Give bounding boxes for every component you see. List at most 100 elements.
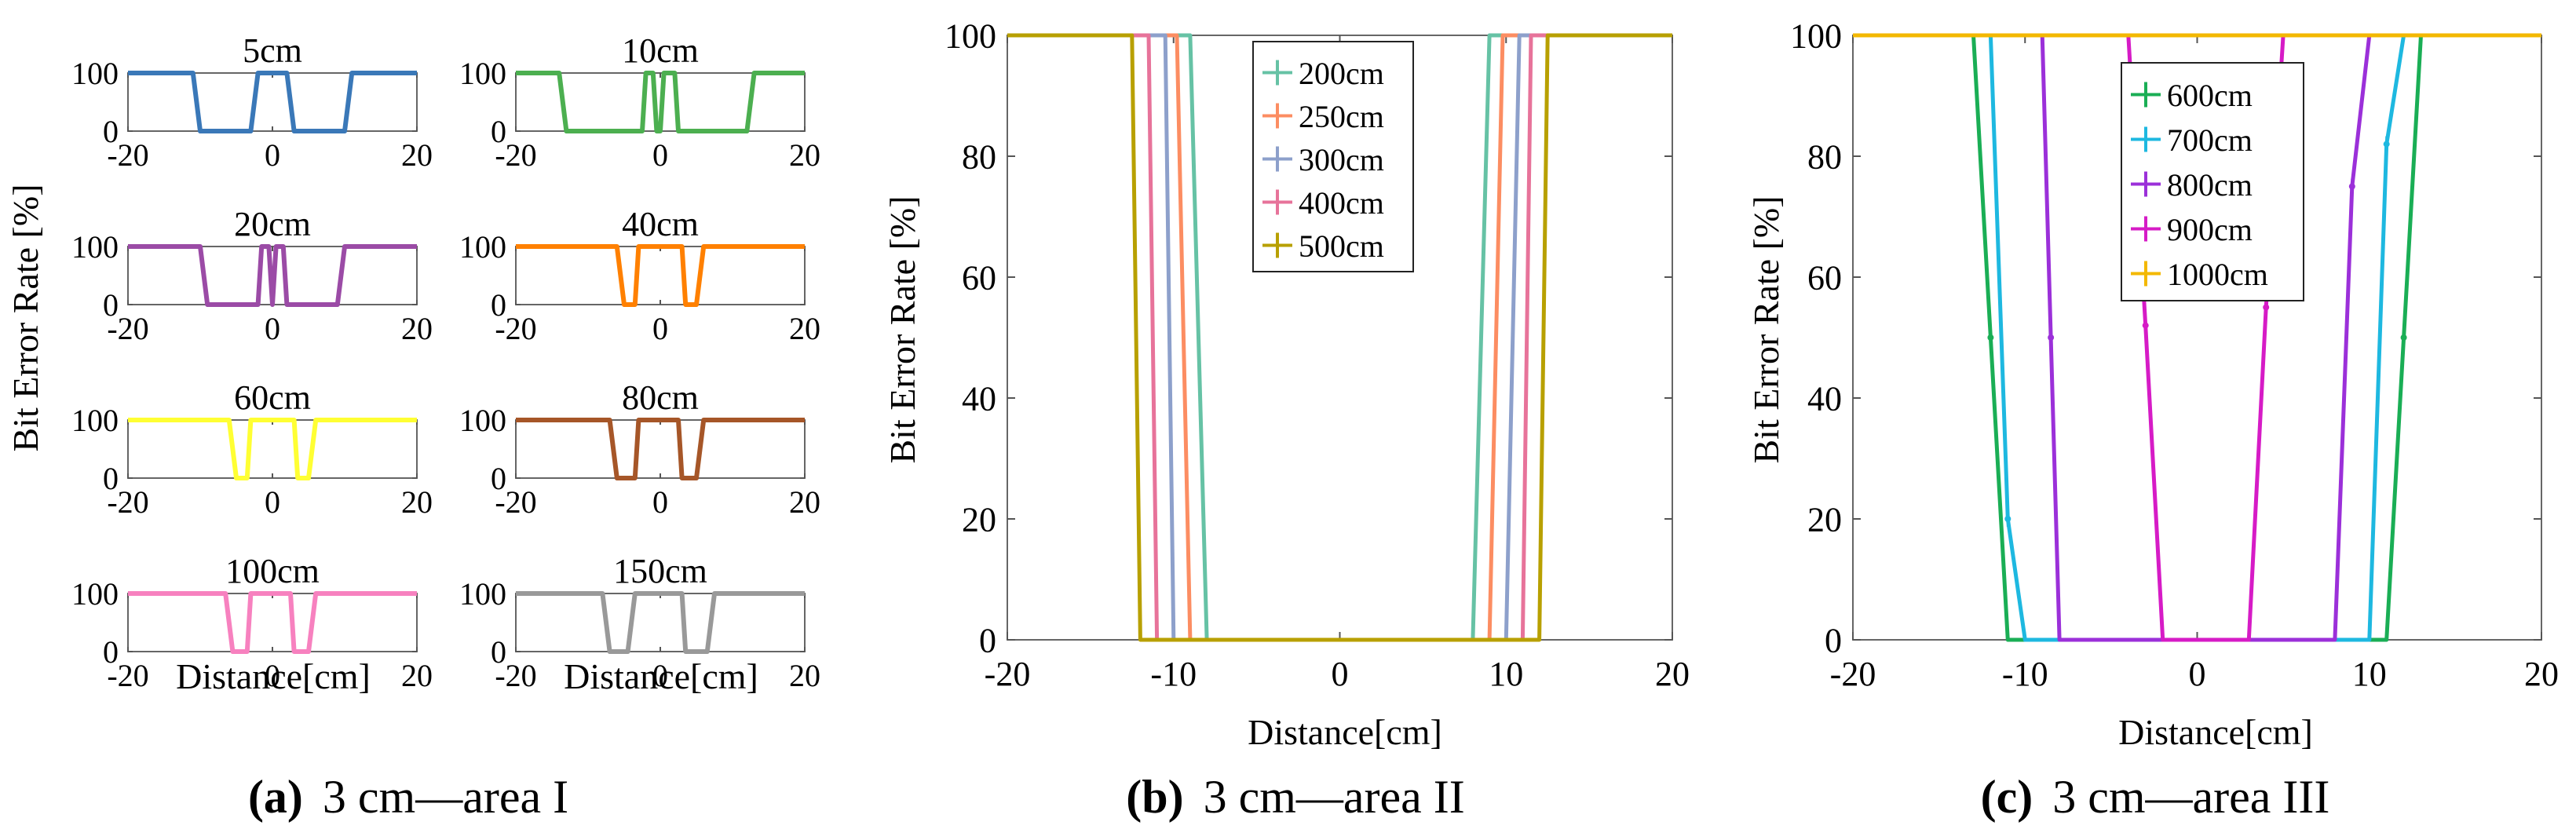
panel-a-subplot-ytick-label: 0 [103, 114, 119, 149]
panel-b-ytick-label: 20 [962, 500, 996, 539]
panel-a-subplot-xtick-label: -20 [107, 658, 148, 693]
panel-a-subplot-axes-box [127, 593, 418, 652]
panel-a-subplot-xtick-label: -20 [495, 484, 536, 520]
panel-a-subplot-axes-box [515, 419, 806, 479]
panel-a-subplot-title: 150cm [613, 552, 707, 590]
panel-a-subplot-xtick-label: 0 [652, 137, 668, 173]
panel-c-series-700cm-point [2004, 516, 2011, 522]
panel-c-series-700cm-point [2383, 141, 2390, 148]
panel-a-subplot-ytick-label: 0 [491, 287, 506, 323]
panel-a-subplot-ytick-label: 0 [103, 287, 119, 323]
panel-b-legend-label: 250cm [1299, 99, 1384, 134]
panel-a-subplot-ytick-label: 0 [103, 634, 119, 670]
panel-b-legend-label: 300cm [1299, 142, 1384, 177]
panel-c-caption: (c) 3 cm—area III [1981, 771, 2330, 823]
panel-a-subplot-title: 5cm [243, 31, 302, 70]
panel-b-series-500cm [1007, 33, 1672, 642]
panel-a-subplot-ytick-label: 0 [491, 461, 506, 496]
panel-a-series-line [128, 244, 417, 307]
panel-a-subplot-title: 40cm [622, 205, 699, 243]
panel-c-xtick-label: -10 [2002, 655, 2048, 693]
panel-b-ytick-label: 100 [945, 16, 996, 55]
panel-a-subplot-xtick-label: 20 [789, 137, 820, 173]
panel-b-xtick-label: 20 [1655, 655, 1690, 693]
panel-c-legend-label: 1000cm [2167, 257, 2268, 292]
panel-c-ytick-label: 20 [1807, 500, 1842, 539]
panel-a-subplot-ytick-label: 0 [491, 634, 506, 670]
panel-a-subplot-xtick-label: 0 [265, 137, 280, 173]
panel-a-subplot-axes-box [515, 246, 806, 305]
panel-a-series-line [128, 591, 417, 654]
panel-a-subplot-title: 20cm [234, 205, 311, 243]
panel-b-ytick-label: 60 [962, 258, 996, 297]
panel-c-caption-letter: (c) [1981, 771, 2033, 823]
panel-a-subplot-xtick-label: 20 [401, 658, 433, 693]
panel-b-xtick-label: -20 [985, 655, 1031, 693]
panel-a-subplot-xtick-label: 20 [789, 658, 820, 693]
panel-a-subplot-xtick-label: 0 [652, 311, 668, 346]
panel-a-subplot-xtick-label: 20 [789, 484, 820, 520]
panel-b-legend-item: 200cm [1262, 56, 1384, 91]
panel-a-subplot-xtick-label: 20 [401, 137, 433, 173]
panel-c-legend-item: 600cm [2131, 78, 2253, 113]
panel-c-xtick-label: -20 [1830, 655, 1876, 693]
panel-c-legend-item: 800cm [2131, 167, 2253, 203]
panel-a-series-line [128, 71, 417, 133]
panel-a-caption-letter: (a) [248, 771, 303, 823]
panel-a-xlabel-left: Distance[cm] [176, 656, 371, 696]
panel-b-ylabel: Bit Error Rate [%] [882, 195, 923, 463]
panel-c-legend-label: 800cm [2167, 167, 2253, 203]
panel-c-legend-label: 700cm [2167, 122, 2253, 158]
panel-a-subplot-xtick-label: 0 [652, 658, 668, 693]
panel-a: Bit Error Rate [%] Distance[cm] Distance… [5, 31, 820, 823]
panel-c-ytick-label: 0 [1825, 621, 1842, 659]
panel-a-subplot-ytick-label: 100 [459, 576, 506, 612]
panel-a-series-line [128, 418, 417, 480]
panel-b-caption: (b) 3 cm—area II [1126, 771, 1464, 823]
panel-a-subplot-axes-box [515, 593, 806, 652]
panel-c-ytick-label: 60 [1807, 258, 1842, 297]
panel-a-subplot-ytick-label: 100 [459, 229, 506, 265]
panel-a-subplot-xtick-label: -20 [495, 137, 536, 173]
panel-a-subplot-axes-box [127, 419, 418, 479]
panel-c-legend-item: 700cm [2131, 122, 2253, 158]
panel-a-subplot-xtick-label: 20 [401, 311, 433, 346]
panel-c-legend-label: 600cm [2167, 78, 2253, 113]
panel-a-subplot-xtick-label: 0 [652, 484, 668, 520]
panel-c-series-600cm-point [1987, 334, 1994, 341]
panel-b-legend-item: 300cm [1262, 142, 1384, 177]
panel-b-legend-label: 200cm [1299, 56, 1384, 91]
panel-b: Bit Error Rate [%] Distance[cm] -20 -10 0 1… [882, 16, 1690, 823]
panel-b-legend-item: 500cm [1262, 228, 1384, 264]
panel-c-caption-text: 3 cm—area III [2052, 771, 2329, 823]
panel-c-ytick-label: 100 [1790, 16, 1842, 55]
panel-b-caption-letter: (b) [1126, 771, 1183, 823]
panel-c-series-600cm-point [2400, 334, 2407, 341]
panel-a-subplot-title: 10cm [622, 31, 699, 70]
panel-a-subplot-ytick-label: 100 [71, 56, 119, 91]
panel-b-ytick-label: 80 [962, 137, 996, 176]
panel-a-subplot-title: 60cm [234, 378, 311, 417]
panel-c-xtick-label: 0 [2189, 655, 2206, 693]
panel-a-series-line [516, 418, 805, 480]
panel-a-subplot-xtick-label: 0 [265, 484, 280, 520]
panel-a-subplot-axes-box [127, 72, 418, 132]
panel-b-ytick-label: 40 [962, 379, 996, 418]
panel-c-series-800cm-point [2348, 183, 2355, 190]
panel-a-subplot-ytick-label: 100 [459, 403, 506, 438]
panel-b-xtick-label: 10 [1489, 655, 1523, 693]
panel-c: Bit Error Rate [%] Distance[cm] -20 -10 0 1… [1746, 16, 2559, 823]
panel-c-xtick-label: 20 [2524, 655, 2559, 693]
panel-c-legend-item: 1000cm [2131, 257, 2268, 292]
panel-b-legend [1252, 41, 1414, 272]
panel-c-legend [2121, 62, 2304, 301]
panel-a-subplot-title: 80cm [622, 378, 699, 417]
panel-a-subplot-ytick-label: 0 [103, 461, 119, 496]
